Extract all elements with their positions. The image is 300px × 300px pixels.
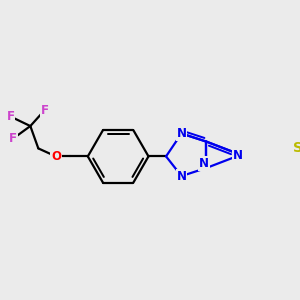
Text: F: F bbox=[9, 132, 17, 145]
Text: N: N bbox=[176, 169, 187, 182]
Text: N: N bbox=[176, 127, 187, 140]
Text: S: S bbox=[293, 141, 300, 155]
Text: O: O bbox=[51, 150, 61, 163]
Text: N: N bbox=[199, 158, 209, 170]
Text: F: F bbox=[6, 110, 14, 123]
Text: N: N bbox=[233, 149, 243, 162]
Text: F: F bbox=[41, 103, 49, 117]
